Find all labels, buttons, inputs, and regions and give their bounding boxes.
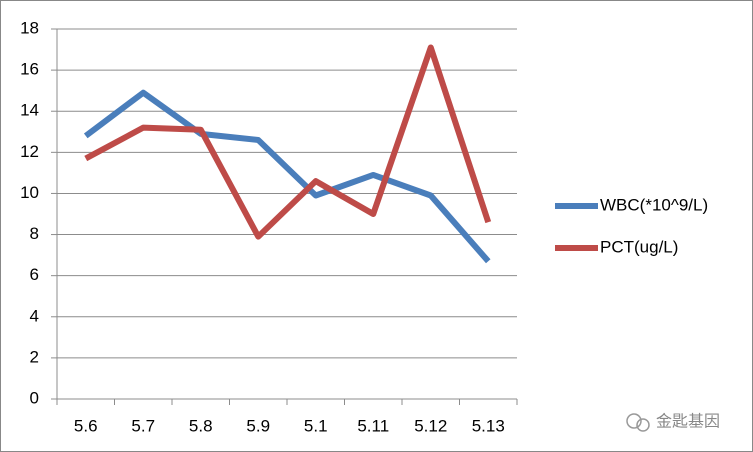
y-tick-label: 8: [30, 224, 39, 243]
x-tick-label: 5.1: [304, 416, 328, 435]
y-tick-label: 10: [20, 183, 39, 202]
y-tick-label: 14: [20, 101, 39, 120]
y-tick-label: 12: [20, 142, 39, 161]
watermark-text: 金匙基因: [656, 412, 720, 431]
y-tick-label: 2: [30, 347, 39, 366]
legend-label: WBC(*10^9/L): [600, 195, 708, 214]
series-line: [84, 44, 492, 240]
x-tick-label: 5.7: [131, 416, 155, 435]
y-tick-label: 18: [20, 18, 39, 37]
legend-label: PCT(ug/L): [600, 237, 678, 256]
watermark: 金匙基因: [626, 412, 720, 432]
y-tick-label: 0: [30, 388, 39, 407]
x-tick-label: 5.12: [414, 416, 447, 435]
x-tick-label: 5.8: [189, 416, 213, 435]
x-tick-label: 5.13: [472, 416, 505, 435]
x-tick-label: 5.6: [74, 416, 98, 435]
y-tick-label: 4: [30, 306, 39, 325]
x-tick-label: 5.11: [357, 416, 389, 435]
series-line: [83, 89, 491, 264]
y-tick-label: 6: [30, 265, 39, 284]
x-tick-label: 5.9: [246, 416, 270, 435]
y-tick-label: 16: [20, 60, 39, 79]
